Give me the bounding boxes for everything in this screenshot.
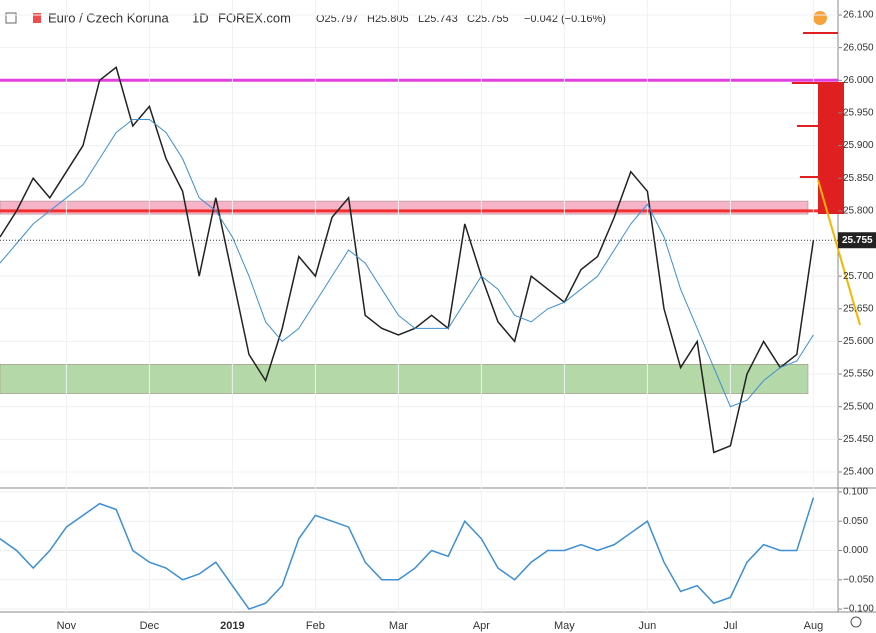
last-price-tag — [838, 232, 876, 249]
drawing-trend — [817, 179, 861, 326]
ohlc-close: C25.755 — [467, 13, 509, 25]
zone — [0, 364, 809, 394]
settings-icon[interactable] — [850, 616, 862, 628]
y-tick-label: 25.550 — [843, 369, 874, 380]
interval: 1D — [192, 10, 209, 25]
symbol: Euro / Czech Koruna — [48, 10, 169, 25]
series-line — [0, 118, 814, 408]
x-tick-label: 2019 — [220, 620, 244, 632]
flag-icon[interactable] — [33, 13, 41, 23]
y-tick-label: 25.800 — [843, 205, 874, 216]
y-tick-label: 26.050 — [843, 42, 874, 53]
header: Euro / Czech Koruna 1D FOREX.com O25.797… — [5, 10, 827, 25]
y-tick-label: 0.000 — [843, 545, 868, 556]
ohlc-low: L25.743 — [418, 13, 458, 25]
y-tick-label: 25.650 — [843, 303, 874, 314]
drawings — [792, 32, 862, 628]
plot-area — [0, 0, 838, 612]
y-tick-label: −0.050 — [843, 574, 874, 585]
x-tick-label: Jul — [723, 620, 737, 632]
alert-icon[interactable] — [813, 11, 827, 25]
series-line — [0, 497, 815, 610]
y-tick-label: −0.100 — [843, 604, 874, 615]
x-tick-label: Feb — [306, 620, 325, 632]
y-tick-label: 25.450 — [843, 434, 874, 445]
x-tick-label: May — [554, 620, 575, 632]
y-tick-label: 25.950 — [843, 108, 874, 119]
x-tick-label: Dec — [140, 620, 160, 632]
y-tick-label: 0.050 — [843, 516, 868, 527]
y-tick-label: 25.600 — [843, 336, 874, 347]
series-line — [0, 65, 815, 454]
y-tick-label: 25.400 — [843, 467, 874, 478]
y-tick-label: 25.900 — [843, 140, 874, 151]
x-tick-label: Mar — [389, 620, 408, 632]
x-tick-label: Jun — [639, 620, 657, 632]
y-tick-label: 25.700 — [843, 271, 874, 282]
y-tick-label: 25.500 — [843, 401, 874, 412]
y-tick-label: 0.100 — [843, 487, 868, 498]
last-price-label: 25.755 — [842, 235, 873, 246]
source: FOREX.com — [218, 10, 291, 25]
x-tick-label: Aug — [804, 620, 824, 632]
ohlc-open: O25.797 — [316, 13, 358, 25]
y-tick-label: 26.000 — [843, 75, 874, 86]
y-tick-label: 26.100 — [843, 10, 874, 21]
x-tick-label: Nov — [57, 620, 77, 632]
y-tick-label: 25.850 — [843, 173, 874, 184]
collapse-icon[interactable] — [5, 12, 17, 24]
x-tick-label: Apr — [473, 620, 490, 632]
ohlc-change: −0.042 (−0.16%) — [524, 13, 606, 25]
